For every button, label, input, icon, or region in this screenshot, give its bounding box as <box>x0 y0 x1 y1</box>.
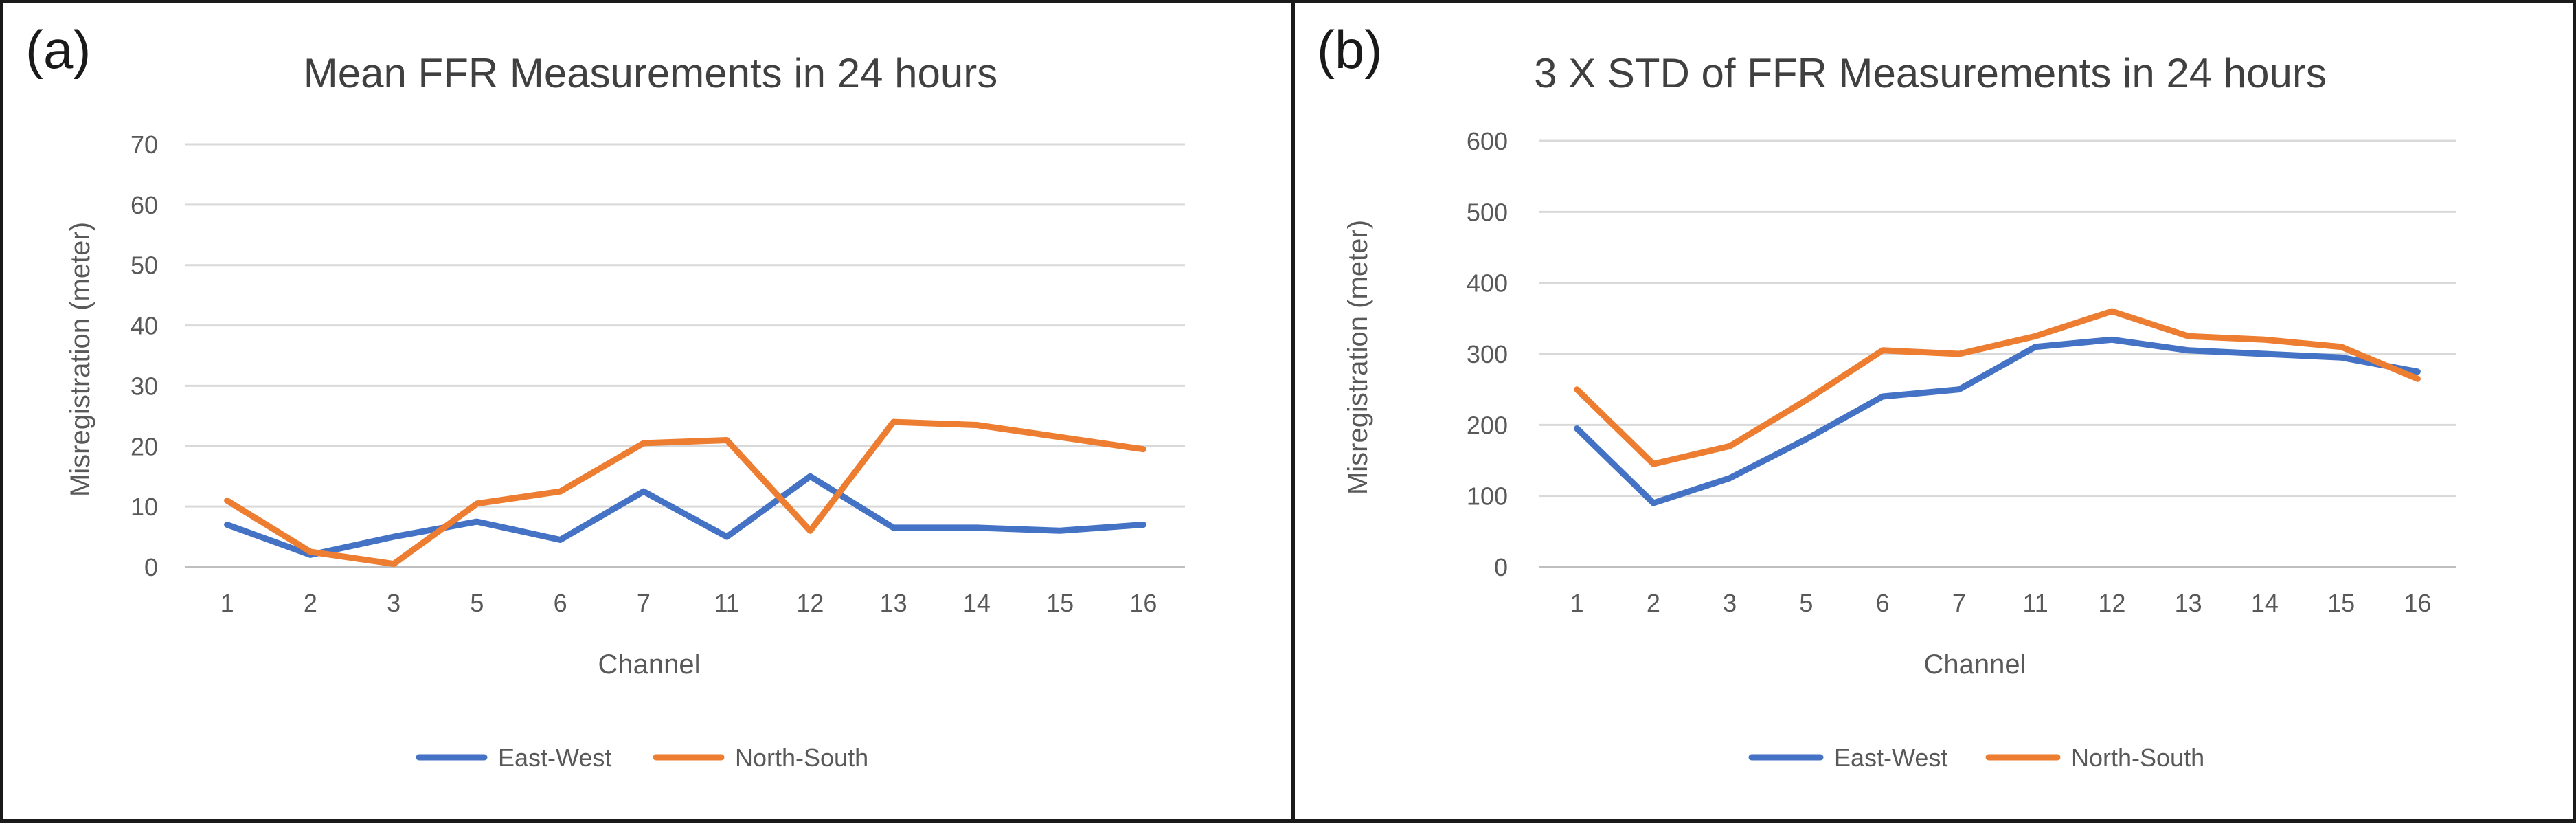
y-tick-label: 600 <box>1467 127 1508 155</box>
x-tick-label: 7 <box>1952 589 1966 617</box>
x-tick-label: 14 <box>963 589 991 617</box>
std-ffr-chart: 3 X STD of FFR Measurements in 24 hours … <box>1295 3 2576 826</box>
y-tick-label: 300 <box>1467 340 1508 368</box>
legend-label-east-west: East-West <box>498 744 611 772</box>
x-tick-label: 11 <box>2022 589 2048 617</box>
x-tick-label: 6 <box>1876 589 1890 617</box>
x-axis-label: Channel <box>598 649 700 680</box>
y-tick-label: 0 <box>1494 553 1508 581</box>
y-tick-label: 70 <box>131 131 158 159</box>
x-tick-label: 3 <box>1723 589 1737 617</box>
x-tick-label: 14 <box>2251 589 2279 617</box>
gridlines <box>185 144 1185 567</box>
y-tick-label: 30 <box>131 372 158 400</box>
x-tick-label: 2 <box>304 589 317 617</box>
y-tick-label: 50 <box>131 252 158 280</box>
y-tick-label: 40 <box>131 312 158 340</box>
mean-ffr-chart: Mean FFR Measurements in 24 hours Channe… <box>3 3 1298 826</box>
x-tick-label: 16 <box>2404 589 2431 617</box>
x-tick-label: 12 <box>796 589 824 617</box>
y-tick-label: 0 <box>144 553 158 581</box>
y-tick-label: 200 <box>1467 411 1508 439</box>
y-tick-label: 400 <box>1467 269 1508 298</box>
legend-label-north-south: North-South <box>2071 744 2204 772</box>
x-tick-label: 11 <box>714 589 739 617</box>
x-tick-label: 2 <box>1647 589 1660 617</box>
x-tick-label: 5 <box>470 589 484 617</box>
legend-label-north-south: North-South <box>735 744 868 772</box>
x-tick-label: 15 <box>1046 589 1074 617</box>
x-tick-label: 6 <box>554 589 567 617</box>
series-line-east-west <box>227 476 1144 555</box>
legend-label-east-west: East-West <box>1834 744 1947 772</box>
chart-panel-b: (b) 3 X STD of FFR Measurements in 24 ho… <box>1291 0 2576 823</box>
y-tick-label: 10 <box>131 493 158 521</box>
x-tick-label: 15 <box>2327 589 2355 617</box>
chart-title: 3 X STD of FFR Measurements in 24 hours <box>1534 50 2327 96</box>
x-tick-label: 13 <box>880 589 907 617</box>
y-tick-label: 20 <box>131 432 158 460</box>
x-tick-label: 5 <box>1799 589 1813 617</box>
y-tick-label: 500 <box>1467 198 1508 226</box>
x-axis-label: Channel <box>1923 649 2026 680</box>
y-axis-label: Misregistration (meter) <box>1343 220 1373 495</box>
x-tick-label: 3 <box>387 589 400 617</box>
x-tick-label: 12 <box>2098 589 2125 617</box>
y-axis-label: Misregistration (meter) <box>65 222 95 497</box>
y-tick-label: 100 <box>1467 482 1508 511</box>
series-line-north-south <box>1577 311 2418 464</box>
series-line-east-west <box>1577 339 2418 503</box>
x-tick-label: 16 <box>1129 589 1157 617</box>
x-tick-label: 7 <box>637 589 651 617</box>
x-tick-label: 1 <box>221 589 234 617</box>
chart-title: Mean FFR Measurements in 24 hours <box>304 50 997 96</box>
chart-panel-a: (a) Mean FFR Measurements in 24 hours Ch… <box>0 0 1295 823</box>
x-tick-label: 13 <box>2175 589 2202 617</box>
y-tick-label: 60 <box>131 191 158 219</box>
x-tick-label: 1 <box>1570 589 1584 617</box>
